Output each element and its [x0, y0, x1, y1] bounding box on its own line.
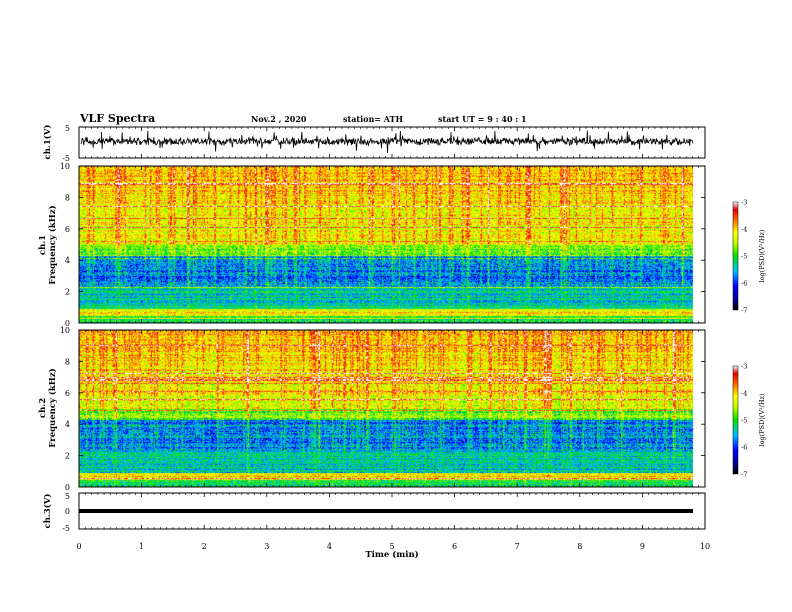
ch2-spectrogram-heatmap — [79, 330, 705, 487]
header-date: Nov.2 , 2020 — [251, 114, 307, 124]
colorbar-tick-label: -4 — [741, 390, 747, 398]
colorbar-tick-label: -3 — [741, 199, 747, 207]
freq-tick-label: 0 — [65, 319, 70, 328]
freq-tick-label: 0 — [65, 483, 70, 492]
ch1-waveform-panel: 5 -5 ch.1(V) — [42, 124, 706, 163]
freq-tick-label: 10 — [60, 162, 70, 171]
x-tick-label: 3 — [264, 542, 269, 551]
ch2-spectrogram-panel: 0 2 4 6 8 10 ch.2 Frequency (kHz) — [38, 326, 706, 492]
freq-tick-label: 8 — [65, 193, 70, 202]
ch3-waveform-ylabel: ch.3(V) — [42, 494, 53, 529]
freq-tick-label: 8 — [65, 357, 70, 366]
ch3-waveform-panel: 5 0 -5 ch.3(V) — [42, 492, 706, 533]
header-start-time: start UT = 9 : 40 : 1 — [438, 114, 527, 124]
ch1-colorbar-label: log(PSD)(V²/Hz) — [758, 229, 766, 282]
x-tick-label: 4 — [327, 542, 332, 551]
x-tick-label: 6 — [452, 542, 457, 551]
figure-title: VLF Spectra — [79, 112, 155, 125]
freq-tick-label: 4 — [65, 256, 70, 265]
x-tick-label: 0 — [76, 542, 81, 551]
freq-tick-label: 10 — [60, 326, 70, 335]
colorbar-tick-label: -6 — [741, 280, 747, 288]
x-tick-label: 2 — [202, 542, 207, 551]
freq-tick-label: 2 — [65, 288, 70, 297]
ch2-colorbar: -3 -4 -5 -6 -7 log(PSD)(V²/Hz) — [732, 363, 766, 479]
x-tick-label: 10 — [700, 542, 710, 551]
colorbar-tick-label: -7 — [741, 307, 747, 315]
ch1-spectrogram-heatmap — [79, 166, 705, 323]
ch1-waveform-ylabel: ch.1(V) — [42, 125, 53, 160]
header-station: station= ATH — [343, 114, 403, 124]
colorbar-tick-label: -3 — [741, 363, 747, 371]
ch1-spectrogram-panel: 0 2 4 6 8 10 ch.1 Frequency (kHz) — [38, 162, 706, 328]
freq-tick-label: 4 — [65, 420, 70, 429]
freq-tick-label: 6 — [65, 389, 70, 398]
colorbar-tick-label: -5 — [741, 417, 747, 425]
ch2-frequency-label: Frequency (kHz) — [47, 368, 58, 447]
ch1-waveform-trace — [80, 130, 694, 154]
ch1-ytick-bottom: -5 — [62, 154, 70, 163]
freq-tick-label: 6 — [65, 225, 70, 234]
ch3-waveform-trace — [79, 509, 693, 513]
x-tick-label: 8 — [577, 542, 582, 551]
colorbar-tick-label: -4 — [741, 226, 747, 234]
x-tick-label: 1 — [139, 542, 144, 551]
colorbar-tick-label: -5 — [741, 253, 747, 261]
ch3-ytick-top: 5 — [65, 492, 70, 501]
ch2-colorbar-label: log(PSD)(V²/Hz) — [758, 393, 766, 446]
ch1-spectrogram-ylabel: ch.1 — [38, 235, 48, 255]
colorbar-tick-label: -6 — [741, 444, 747, 452]
ch2-spectrogram-ylabel: ch.2 — [38, 398, 48, 418]
x-tick-label: 7 — [515, 542, 520, 551]
ch3-ytick-mid: 0 — [65, 507, 70, 516]
x-tick-label: 9 — [640, 542, 645, 551]
ch1-colorbar: -3 -4 -5 -6 -7 log(PSD)(V²/Hz) — [732, 199, 766, 315]
x-tick-label: 5 — [389, 542, 394, 551]
colorbar-tick-label: -7 — [741, 471, 747, 479]
ch1-ytick-top: 5 — [65, 124, 70, 133]
ch1-frequency-label: Frequency (kHz) — [47, 205, 58, 284]
ch3-ytick-bottom: -5 — [62, 524, 70, 533]
x-axis-label: Time (min) — [365, 549, 418, 560]
freq-tick-label: 2 — [65, 452, 70, 461]
